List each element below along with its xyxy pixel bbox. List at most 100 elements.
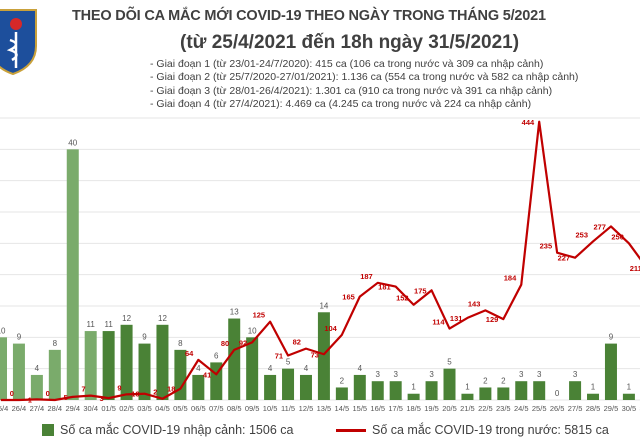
bar bbox=[317, 312, 330, 400]
line-value-label: 175 bbox=[414, 286, 427, 295]
bar-value-label: 2 bbox=[483, 376, 488, 385]
bar-value-label: 1 bbox=[591, 383, 596, 392]
bar-value-label: 12 bbox=[122, 314, 131, 323]
line-value-label: 5 bbox=[64, 393, 68, 402]
line-value-label: 73 bbox=[311, 350, 319, 359]
line-value-label: 184 bbox=[504, 274, 517, 283]
line-value-label: 235 bbox=[540, 242, 553, 251]
x-tick-label: 20/5 bbox=[442, 404, 457, 413]
bar bbox=[282, 368, 295, 400]
line-point bbox=[431, 289, 433, 291]
legend-bar: Số ca mắc COVID-19 nhập cảnh: 1506 ca bbox=[42, 423, 293, 437]
bar bbox=[622, 393, 635, 400]
line-point bbox=[72, 396, 74, 398]
bar-value-label: 10 bbox=[0, 326, 6, 335]
bar-value-label: 3 bbox=[537, 370, 542, 379]
chart-title: THEO DÕI CA MẮC MỚI COVID-19 THEO NGÀY T… bbox=[72, 8, 546, 24]
line-point bbox=[36, 398, 38, 400]
line-value-label: 277 bbox=[593, 222, 606, 231]
x-tick-label: 18/5 bbox=[406, 404, 421, 413]
bar bbox=[174, 349, 187, 400]
phase-note: - Giai đoạn 3 (từ 28/01-26/4/2021): 1.30… bbox=[150, 84, 553, 97]
bar-value-label: 4 bbox=[35, 364, 40, 373]
x-tick-label: 01/5 bbox=[101, 404, 116, 413]
bar-value-label: 4 bbox=[304, 364, 309, 373]
x-tick-label: 03/5 bbox=[137, 404, 152, 413]
line-value-label: 181 bbox=[378, 283, 391, 292]
line-point bbox=[502, 318, 504, 320]
x-tick-label: 04/5 bbox=[155, 404, 170, 413]
line-point bbox=[538, 121, 540, 123]
line-point bbox=[323, 353, 325, 355]
bar bbox=[407, 393, 420, 400]
line-value-label: 152 bbox=[396, 294, 409, 303]
x-tick-label: 10/5 bbox=[263, 404, 278, 413]
x-tick-label: 28/5 bbox=[586, 404, 601, 413]
ministry-of-health-logo bbox=[0, 9, 37, 76]
line-point bbox=[610, 225, 612, 227]
line-point bbox=[556, 252, 558, 254]
line-point bbox=[449, 328, 450, 330]
bar bbox=[48, 349, 61, 400]
line-value-label: 64 bbox=[185, 349, 194, 358]
bar-value-label: 11 bbox=[104, 320, 113, 329]
line-point bbox=[179, 388, 181, 390]
line-value-label: 211 bbox=[630, 264, 640, 273]
bar-value-label: 11 bbox=[87, 320, 96, 329]
x-tick-label: 14/5 bbox=[335, 404, 350, 413]
x-tick-label: 08/5 bbox=[227, 404, 242, 413]
bar bbox=[353, 374, 366, 400]
bar-value-label: 4 bbox=[196, 364, 201, 373]
x-tick-label: 30/4 bbox=[83, 404, 98, 413]
line-point bbox=[0, 399, 2, 401]
x-tick-label: 15/5 bbox=[352, 404, 367, 413]
line-value-label: 2 bbox=[153, 388, 157, 397]
line-point bbox=[520, 284, 522, 286]
bar bbox=[479, 387, 492, 400]
bar bbox=[443, 368, 456, 400]
line-point bbox=[287, 355, 289, 357]
bar bbox=[264, 374, 277, 400]
line-point bbox=[574, 257, 576, 259]
line-value-label: 0 bbox=[46, 389, 50, 398]
line-value-label: 18 bbox=[167, 385, 175, 394]
bar bbox=[102, 331, 115, 400]
line-value-label: 129 bbox=[486, 315, 499, 324]
line-value-label: 3 bbox=[99, 394, 103, 403]
x-tick-label: 25/4 bbox=[0, 404, 8, 413]
bar-value-label: 3 bbox=[376, 370, 381, 379]
bar-value-label: 1 bbox=[411, 383, 416, 392]
bar-value-label: 2 bbox=[501, 376, 506, 385]
x-tick-label: 17/5 bbox=[388, 404, 403, 413]
bar bbox=[389, 381, 402, 400]
bar-value-label: 1 bbox=[465, 383, 470, 392]
bar bbox=[138, 343, 151, 400]
bar bbox=[515, 381, 528, 400]
line-value-label: 250 bbox=[611, 232, 624, 241]
bar-value-label: 0 bbox=[555, 389, 560, 398]
x-tick-label: 13/5 bbox=[317, 404, 332, 413]
bar bbox=[587, 393, 600, 400]
bar-value-label: 3 bbox=[519, 370, 524, 379]
line-value-label: 131 bbox=[450, 314, 463, 323]
legend-line: Số ca mắc COVID-19 trong nước: 5815 ca bbox=[336, 423, 609, 437]
bar-value-label: 12 bbox=[158, 314, 167, 323]
line-point bbox=[18, 399, 20, 401]
bar bbox=[120, 324, 133, 400]
x-tick-label: 16/5 bbox=[370, 404, 385, 413]
bar bbox=[156, 324, 169, 400]
bar-value-label: 4 bbox=[268, 364, 273, 373]
line-point bbox=[161, 398, 163, 400]
bar bbox=[604, 343, 617, 400]
legend-line-label: Số ca mắc COVID-19 trong nước: 5815 ca bbox=[372, 423, 609, 437]
line-point bbox=[233, 349, 235, 351]
line-point bbox=[144, 393, 146, 395]
x-tick-label: 02/5 bbox=[119, 404, 134, 413]
bar-value-label: 1 bbox=[627, 383, 632, 392]
bar-value-label: 8 bbox=[53, 339, 58, 348]
line-value-label: 165 bbox=[342, 293, 355, 302]
x-tick-label: 24/5 bbox=[514, 404, 529, 413]
line-value-label: 7 bbox=[82, 385, 86, 394]
line-point bbox=[90, 395, 92, 397]
legend-bar-label: Số ca mắc COVID-19 nhập cảnh: 1506 ca bbox=[60, 423, 294, 437]
